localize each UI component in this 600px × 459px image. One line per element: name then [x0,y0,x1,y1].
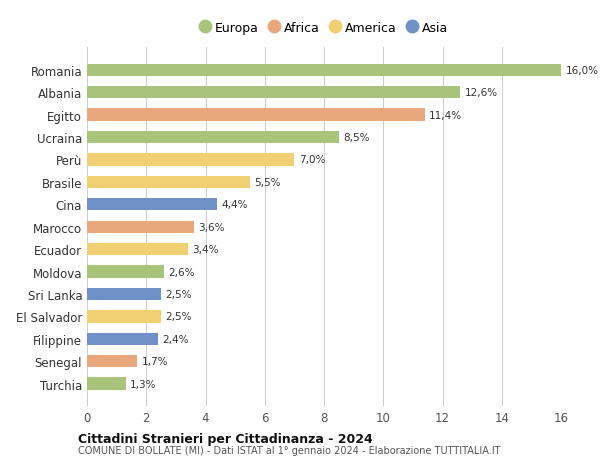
Text: 2,6%: 2,6% [169,267,195,277]
Text: 3,4%: 3,4% [192,245,218,255]
Text: 2,5%: 2,5% [166,312,192,322]
Text: 1,7%: 1,7% [142,357,169,366]
Text: 12,6%: 12,6% [465,88,498,98]
Text: 7,0%: 7,0% [299,155,325,165]
Bar [87,288,161,301]
Text: Cittadini Stranieri per Cittadinanza - 2024: Cittadini Stranieri per Cittadinanza - 2… [78,432,373,445]
Bar [87,109,425,122]
Text: 1,3%: 1,3% [130,379,157,389]
Text: 2,4%: 2,4% [163,334,189,344]
Bar [87,199,217,211]
Legend: Europa, Africa, America, Asia: Europa, Africa, America, Asia [196,19,452,39]
Text: 5,5%: 5,5% [254,178,281,187]
Text: 3,6%: 3,6% [198,222,224,232]
Bar [87,355,137,368]
Bar [87,64,561,77]
Text: 4,4%: 4,4% [222,200,248,210]
Bar [87,176,250,189]
Text: 2,5%: 2,5% [166,289,192,299]
Bar [87,243,188,256]
Bar [87,132,339,144]
Bar [87,221,194,233]
Bar [87,266,164,278]
Text: 11,4%: 11,4% [429,110,462,120]
Text: COMUNE DI BOLLATE (MI) - Dati ISTAT al 1° gennaio 2024 - Elaborazione TUTTITALIA: COMUNE DI BOLLATE (MI) - Dati ISTAT al 1… [78,445,500,455]
Text: 16,0%: 16,0% [565,66,598,76]
Bar [87,333,158,345]
Bar [87,311,161,323]
Bar [87,378,125,390]
Bar [87,87,460,99]
Bar [87,154,295,166]
Text: 8,5%: 8,5% [343,133,370,143]
